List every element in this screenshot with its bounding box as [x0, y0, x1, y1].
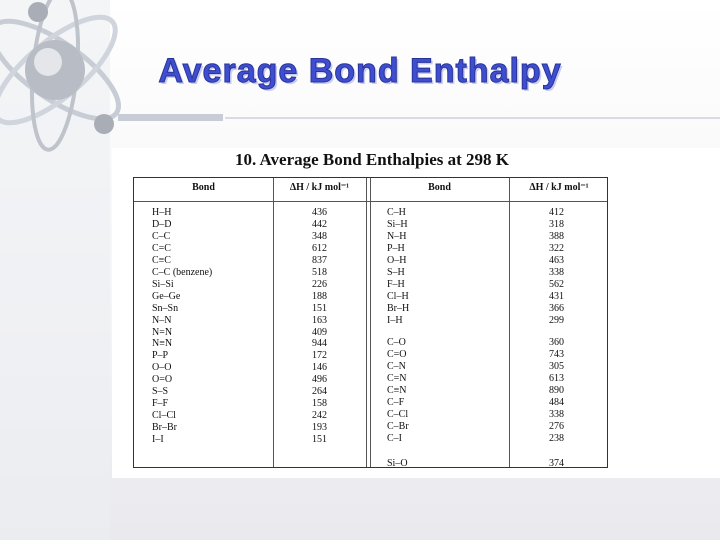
header-cell: Bond	[192, 182, 215, 193]
bond-cell: H–H	[152, 207, 172, 218]
bond-cell: N≡N	[152, 338, 173, 350]
col-line	[370, 178, 371, 467]
value-cell: 188	[312, 290, 327, 302]
bond-cell: Br–H	[387, 302, 410, 314]
col-line	[366, 178, 367, 467]
slide-title: Average Bond Enthalpy	[158, 52, 562, 91]
value-cell: 348	[312, 230, 327, 242]
bond-cell: P–P	[152, 350, 169, 362]
bond-cell: C≡N	[387, 384, 407, 396]
bond-cell: Cl–Cl	[152, 410, 176, 422]
bond-cell: C–C (benzene)	[152, 266, 213, 278]
value-cell: 305	[549, 360, 564, 372]
value-cell: 172	[312, 350, 327, 362]
value-cell: 431	[549, 290, 564, 302]
value-cell: 463	[549, 254, 564, 266]
bond-cell: S–S	[152, 386, 169, 398]
value-cell: 276	[549, 420, 564, 432]
bond-cell: C=N	[387, 372, 407, 384]
value-cell: 612	[312, 242, 327, 254]
bond-cell: F–F	[152, 398, 169, 410]
value-cell: 238	[549, 432, 564, 444]
value-cell: 193	[312, 422, 327, 434]
value-cell: 436	[312, 207, 327, 218]
bond-cell: N–N	[152, 314, 172, 326]
value-cell: 613	[549, 372, 564, 384]
value-cell: 163	[312, 314, 327, 326]
value-cell: 264	[312, 386, 327, 398]
value-cell: 388	[549, 230, 564, 242]
header-cell: ΔH / kJ mol⁻¹	[529, 182, 589, 193]
header-line	[134, 201, 607, 202]
bond-cell: C–F	[387, 396, 405, 408]
bond-cell: I–I	[152, 434, 164, 446]
value-cell: 518	[312, 266, 327, 278]
bond-cell: Br–Br	[152, 422, 177, 434]
value-cell: 412	[549, 207, 564, 218]
bond-cell: Si–Si	[152, 278, 174, 290]
value-cell: 242	[312, 410, 327, 422]
value-cell: 837	[312, 254, 327, 266]
value-cell: 299	[549, 314, 564, 326]
value-cell: 360	[549, 337, 564, 348]
bond-cell: C–O	[387, 337, 406, 348]
header-cell: Bond	[428, 182, 451, 193]
bond-cell: C=C	[152, 242, 171, 254]
value-cell: 338	[549, 266, 564, 278]
bond-cell: Sn–Sn	[152, 302, 179, 314]
bond-cell: C≡C	[152, 254, 171, 266]
value-cell: 743	[549, 348, 564, 360]
bond-cell: I–H	[387, 314, 403, 326]
value-cell: 374	[549, 458, 564, 469]
value-cell: 484	[549, 396, 564, 408]
bond-cell: C–Cl	[387, 408, 409, 420]
value-cell: 158	[312, 398, 327, 410]
value-cell: 409	[312, 326, 327, 338]
header-cell: ΔH / kJ mol⁻¹	[289, 182, 350, 193]
value-cell: 146	[312, 362, 327, 374]
value-cell: 318	[549, 218, 564, 230]
bond-cell: O–O	[152, 362, 172, 374]
bond-cell: F–H	[387, 278, 405, 290]
col-line	[273, 178, 274, 467]
bond-cell: C–H	[387, 207, 406, 218]
value-cell: 226	[312, 278, 327, 290]
value-cell: 562	[549, 278, 564, 290]
bond-cell: Si–H	[387, 218, 408, 230]
value-cell: 442	[312, 218, 327, 230]
bond-cell: N=N	[152, 326, 173, 338]
bond-cell: C–N	[387, 360, 406, 372]
value-cell: 366	[549, 302, 564, 314]
value-cell: 944	[312, 338, 327, 350]
value-cell: 151	[312, 302, 327, 314]
table: Bond ΔH / kJ mol⁻¹ Bond ΔH / kJ mol⁻¹ H–H 436…	[133, 177, 608, 469]
bond-cell: O–H	[387, 254, 407, 266]
value-cell: 151	[312, 434, 327, 446]
bond-cell: O=O	[152, 374, 173, 386]
bond-cell: P–H	[387, 242, 405, 254]
bond-cell: S–H	[387, 266, 405, 278]
bond-cell: C=O	[387, 348, 407, 360]
value-cell: 890	[549, 384, 564, 396]
bond-cell: C–Br	[387, 420, 409, 432]
table-title: 10. Average Bond Enthalpies at 298 K	[234, 150, 510, 169]
value-cell: 338	[549, 408, 564, 420]
table-panel	[112, 148, 720, 478]
value-cell: 496	[312, 374, 327, 386]
bond-cell: D–D	[152, 218, 172, 230]
bond-cell: Cl–H	[387, 290, 409, 302]
bond-cell: C–I	[387, 432, 402, 444]
bond-cell: Si–O	[387, 458, 408, 469]
bond-cell: N–H	[387, 230, 407, 242]
bond-cell: C–C	[152, 230, 171, 242]
value-cell: 322	[549, 242, 564, 254]
bond-cell: Ge–Ge	[152, 290, 181, 302]
col-line	[509, 178, 510, 467]
